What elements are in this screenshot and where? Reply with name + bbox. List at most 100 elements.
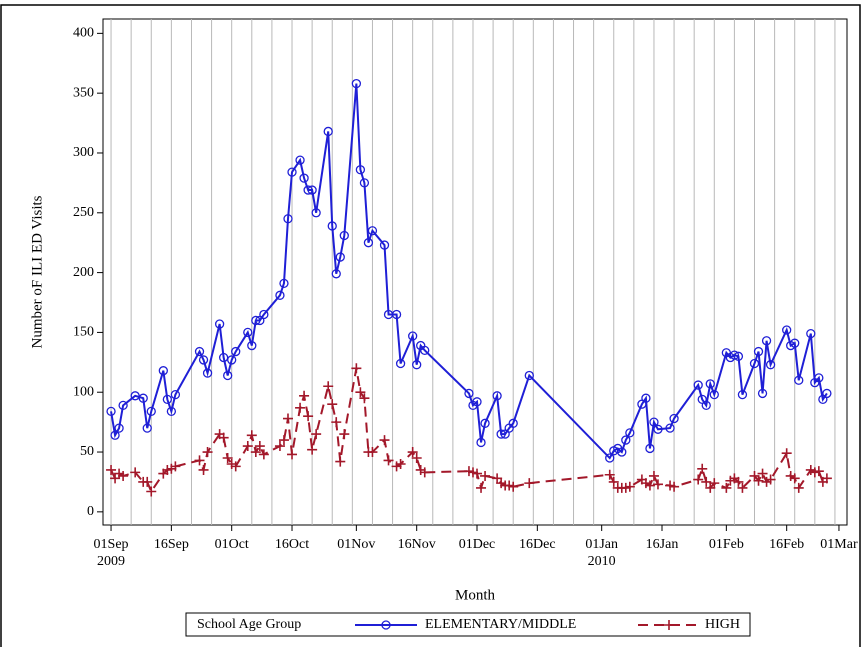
y-tick-label: 150 xyxy=(73,325,94,340)
x-tick-label: 16Dec xyxy=(519,537,556,552)
marker xyxy=(198,464,209,475)
marker xyxy=(327,221,337,231)
y-tick-label: 400 xyxy=(73,26,94,41)
marker xyxy=(339,429,350,440)
marker xyxy=(250,447,261,458)
marker xyxy=(789,473,800,484)
marker xyxy=(472,468,483,479)
marker xyxy=(625,428,635,438)
marker xyxy=(162,394,172,405)
y-tick-label: 250 xyxy=(73,205,94,220)
marker xyxy=(202,447,213,458)
x-tick-label: 16Feb xyxy=(769,537,804,552)
marker xyxy=(419,467,430,478)
y-tick-label: 50 xyxy=(80,444,94,459)
marker xyxy=(480,418,490,428)
marker xyxy=(303,185,313,195)
marker xyxy=(214,319,225,329)
marker xyxy=(806,328,816,339)
marker xyxy=(243,327,253,338)
x-axis-label: Month xyxy=(455,587,496,603)
marker xyxy=(259,309,269,320)
marker xyxy=(608,476,619,487)
marker xyxy=(408,331,418,341)
marker xyxy=(287,167,297,177)
marker xyxy=(793,482,804,493)
marker xyxy=(227,355,237,365)
marker xyxy=(729,350,740,360)
marker xyxy=(757,468,768,479)
marker xyxy=(669,413,679,424)
marker xyxy=(138,393,148,403)
x-tick-label: 01Nov xyxy=(337,537,375,552)
marker xyxy=(733,351,744,361)
marker xyxy=(274,441,285,452)
marker xyxy=(283,214,293,224)
marker xyxy=(287,449,298,460)
legend-label: ELEMENTARY/MIDDLE xyxy=(425,617,576,632)
marker xyxy=(709,389,719,400)
marker xyxy=(604,469,615,480)
marker xyxy=(721,482,732,493)
marker xyxy=(106,464,117,475)
marker xyxy=(351,78,362,89)
marker xyxy=(733,476,744,487)
marker xyxy=(194,346,205,357)
marker xyxy=(701,400,711,411)
marker xyxy=(508,481,519,492)
marker xyxy=(765,360,776,370)
legend-title: School Age Group xyxy=(197,617,301,632)
marker xyxy=(508,418,518,428)
marker xyxy=(323,381,334,392)
marker xyxy=(641,393,651,403)
marker xyxy=(669,481,680,492)
marker xyxy=(383,455,394,466)
marker xyxy=(814,373,824,383)
marker xyxy=(412,360,422,370)
frame xyxy=(0,4,861,647)
x-tick-label: 01Mar xyxy=(820,537,858,552)
marker xyxy=(331,417,342,428)
marker xyxy=(311,429,322,440)
marker xyxy=(693,380,703,390)
marker xyxy=(106,406,116,417)
marker xyxy=(621,435,631,445)
marker xyxy=(359,178,370,188)
marker xyxy=(697,463,708,474)
marker xyxy=(492,391,502,401)
marker xyxy=(158,366,168,376)
marker xyxy=(665,423,675,433)
marker xyxy=(311,208,321,218)
series-line xyxy=(110,368,828,494)
y-tick-label: 350 xyxy=(73,85,94,100)
marker xyxy=(737,482,748,493)
marker xyxy=(278,435,289,446)
marker xyxy=(480,470,491,481)
marker xyxy=(644,480,655,491)
marker xyxy=(395,358,406,369)
marker xyxy=(822,388,832,399)
marker xyxy=(198,355,209,365)
marker xyxy=(464,388,474,399)
marker xyxy=(299,390,310,401)
marker xyxy=(222,453,233,464)
marker xyxy=(118,400,128,411)
y-tick-label: 300 xyxy=(73,145,94,160)
x-tick-label: 16Sep xyxy=(154,537,189,552)
marker xyxy=(605,453,615,463)
marker xyxy=(355,387,366,398)
marker xyxy=(327,399,338,410)
marker xyxy=(649,417,659,427)
marker xyxy=(367,226,378,236)
marker xyxy=(242,441,253,452)
marker xyxy=(303,411,314,422)
marker xyxy=(737,389,748,400)
marker xyxy=(218,352,229,363)
x-tick-label: 01Sep 2009 xyxy=(94,537,129,569)
y-axis-label: Number oF ILI ED Visits xyxy=(29,195,45,348)
marker xyxy=(254,441,265,452)
marker xyxy=(142,423,152,433)
legend-box xyxy=(185,612,751,637)
marker xyxy=(379,240,390,250)
